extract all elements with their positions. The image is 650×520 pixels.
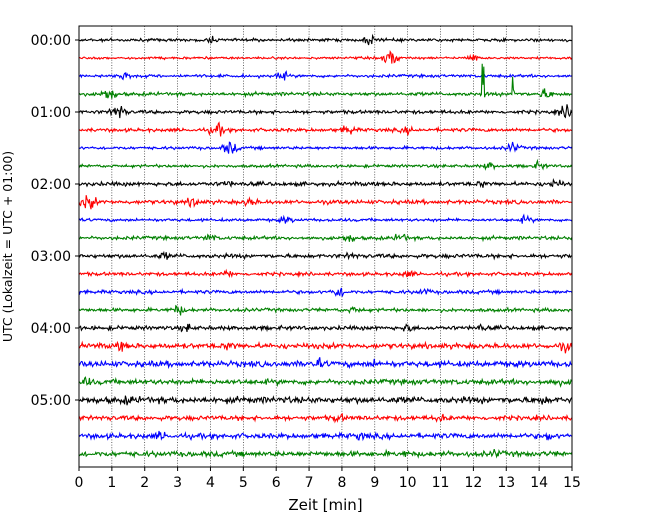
x-tick-label: 8: [337, 475, 346, 491]
x-tick-label: 12: [464, 475, 482, 491]
y-axis-ticks: 00:00 01:00 02:00 03:00 04:00 05:00: [31, 33, 79, 409]
x-tick-label: 3: [173, 475, 182, 491]
x-tick-label: 4: [206, 475, 215, 491]
y-tick-label: 04:00: [31, 321, 71, 337]
trace-0000: [78, 33, 572, 46]
trace-0445: [78, 376, 573, 388]
x-tick-label: 10: [399, 475, 417, 491]
x-axis-ticks: 0 1 2 3 4 5 6 7 8 9 10 11 12 13 14 15: [75, 467, 581, 491]
y-tick-label: 00:00: [31, 33, 71, 49]
trace-0100: [78, 104, 573, 119]
y-tick-label: 02:00: [31, 177, 71, 193]
y-axis-label: UTC (Lokalzeit = UTC + 01:00): [0, 151, 15, 342]
vertical-grid: [111, 26, 540, 467]
x-tick-label: 5: [239, 475, 248, 491]
x-tick-label: 2: [140, 475, 149, 491]
trace-0530: [78, 430, 573, 442]
x-tick-label: 13: [497, 475, 515, 491]
trace-0330: [78, 287, 573, 297]
x-axis-label: Zeit [min]: [288, 496, 362, 514]
y-tick-label: 03:00: [31, 249, 71, 265]
trace-0515: [78, 412, 573, 424]
trace-group: [78, 33, 573, 459]
trace-0245: [78, 233, 573, 243]
trace-0300: [78, 250, 572, 261]
trace-0045: [78, 63, 572, 99]
x-tick-label: 14: [530, 475, 548, 491]
plot-frame: [78, 25, 573, 468]
y-tick-label: 01:00: [31, 105, 71, 121]
x-tick-label: 0: [75, 475, 84, 491]
trace-0230: [78, 213, 573, 224]
trace-0130: [78, 141, 573, 154]
trace-0430: [78, 357, 573, 370]
x-tick-label: 9: [370, 475, 379, 491]
trace-0215: [78, 195, 572, 210]
trace-0015: [78, 49, 573, 64]
trace-0200: [78, 177, 573, 189]
trace-0145: [78, 158, 573, 171]
x-tick-label: 7: [305, 475, 314, 491]
trace-0500: [78, 395, 573, 406]
x-tick-label: 11: [432, 475, 450, 491]
x-tick-label: 15: [563, 475, 581, 491]
trace-0415: [78, 340, 573, 354]
trace-0400: [78, 323, 573, 333]
trace-0315: [78, 268, 573, 279]
trace-0115: [78, 121, 572, 137]
trace-0545: [78, 448, 573, 459]
x-tick-label: 6: [272, 475, 281, 491]
trace-0030: [78, 70, 573, 81]
trace-0345: [78, 304, 573, 316]
y-tick-label: 05:00: [31, 393, 71, 409]
x-tick-label: 1: [107, 475, 116, 491]
